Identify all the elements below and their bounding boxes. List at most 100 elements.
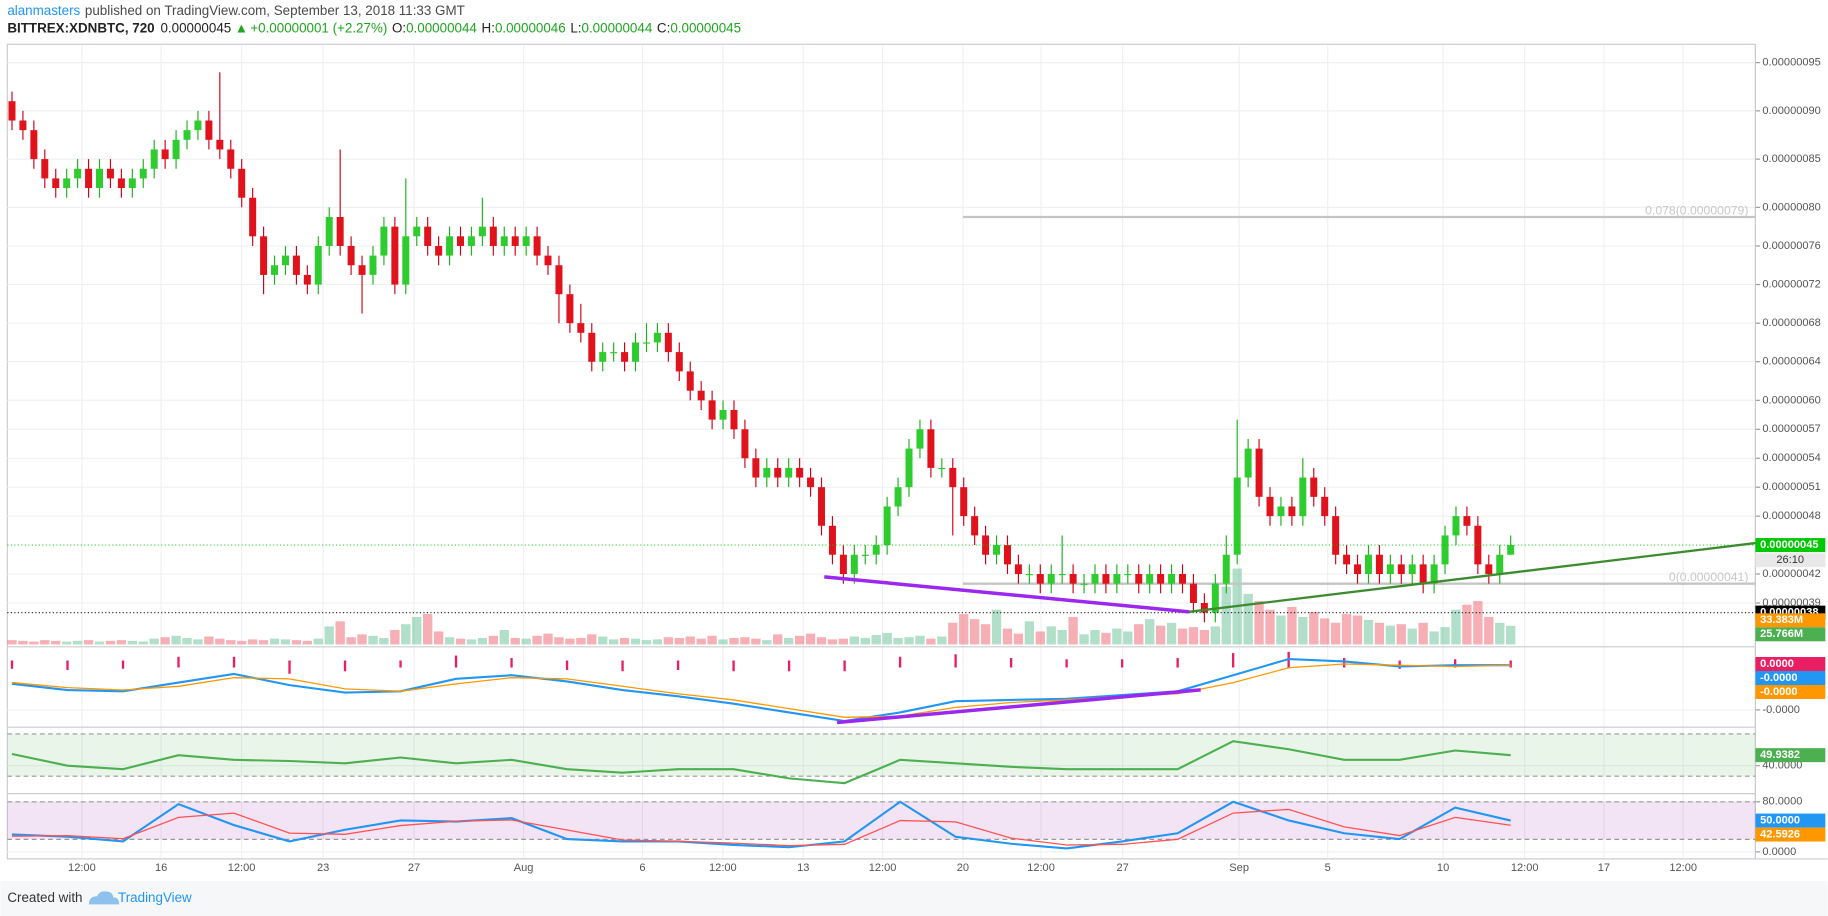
volume-bar bbox=[926, 638, 936, 645]
candle-body bbox=[1003, 545, 1011, 565]
footer-brand[interactable]: TradingView bbox=[118, 890, 192, 905]
histogram-bar bbox=[954, 654, 957, 668]
candle-body bbox=[632, 342, 640, 362]
candle-body bbox=[621, 352, 629, 362]
indicator-line bbox=[11, 657, 1511, 723]
candle-body bbox=[588, 332, 596, 362]
volume-bar bbox=[674, 637, 684, 645]
level-label: 0.078(0.00000079) bbox=[1645, 203, 1748, 217]
volume-bar bbox=[1002, 628, 1013, 645]
volume-bar bbox=[882, 632, 892, 645]
candle-body bbox=[1474, 525, 1482, 565]
y-tick-label: 0.00000064 bbox=[1762, 356, 1820, 368]
x-tick-label: 12:00 bbox=[1027, 862, 1055, 874]
volume-bar bbox=[193, 639, 203, 645]
candle-body bbox=[183, 130, 191, 140]
candle-body bbox=[402, 236, 410, 285]
volume-bar bbox=[1013, 633, 1024, 645]
candle-body bbox=[697, 390, 705, 401]
high-value: 0.00000046 bbox=[495, 21, 566, 36]
candle-body bbox=[1047, 574, 1055, 584]
x-tick-label: 6 bbox=[639, 862, 645, 874]
countdown: 26:10 bbox=[1776, 554, 1804, 566]
volume-bar bbox=[1298, 616, 1308, 645]
candle-body bbox=[1255, 448, 1263, 497]
candle-body bbox=[413, 226, 421, 237]
volume-bar bbox=[1068, 616, 1078, 645]
volume-bar bbox=[291, 640, 302, 645]
volume-bar bbox=[805, 633, 816, 645]
volume-bar bbox=[1374, 622, 1385, 645]
candle-body bbox=[1091, 574, 1099, 584]
arrow: ▲ bbox=[235, 21, 248, 36]
candle-body bbox=[719, 409, 727, 420]
volume-bar bbox=[324, 626, 334, 645]
candle-body bbox=[818, 487, 825, 526]
volume-bar bbox=[138, 641, 148, 645]
y-tick-label: 0.00000051 bbox=[1762, 481, 1820, 493]
trendline bbox=[836, 688, 1201, 725]
x-tick-label: 12:00 bbox=[228, 862, 256, 874]
candle-body bbox=[555, 265, 563, 295]
candle-body bbox=[599, 352, 607, 362]
volume-bar bbox=[1123, 631, 1133, 645]
candle-body bbox=[960, 487, 968, 517]
x-tick-label: 13 bbox=[797, 862, 809, 874]
x-tick-label: 12:00 bbox=[709, 862, 737, 874]
volume-bar bbox=[1363, 619, 1374, 645]
volume-bar bbox=[969, 619, 980, 645]
candle-body bbox=[1036, 574, 1044, 584]
price-marker bbox=[1755, 627, 1826, 642]
candle-body bbox=[1397, 564, 1405, 575]
price-marker bbox=[1755, 748, 1826, 763]
volume-bar bbox=[871, 635, 881, 645]
candle-body bbox=[172, 139, 180, 160]
y-tick-label: 0.00000060 bbox=[1762, 394, 1820, 406]
candle-body bbox=[1332, 516, 1340, 555]
candle-body bbox=[1441, 535, 1449, 565]
volume-bar bbox=[718, 639, 728, 645]
x-tick-label: 12:00 bbox=[869, 862, 897, 874]
candle-body bbox=[227, 149, 235, 169]
candle-body bbox=[511, 236, 519, 246]
x-tick-label: 20 bbox=[957, 862, 969, 874]
candle-body bbox=[117, 178, 125, 189]
candle-body bbox=[85, 168, 93, 189]
candle-body bbox=[63, 178, 71, 189]
candle-body bbox=[1157, 574, 1165, 584]
candle-body bbox=[566, 294, 574, 324]
volume-bar bbox=[269, 638, 280, 645]
volume-bar bbox=[1440, 627, 1450, 645]
volume-bar bbox=[368, 635, 378, 645]
volume-bar bbox=[816, 637, 827, 645]
last-price: 0.00000045 bbox=[160, 21, 231, 36]
volume-bar bbox=[1429, 631, 1439, 645]
candle-body bbox=[1386, 564, 1394, 575]
trendline bbox=[824, 575, 1190, 614]
volume-bar bbox=[313, 638, 323, 645]
histogram-bar bbox=[621, 660, 624, 672]
candle-body bbox=[883, 506, 891, 546]
volume-bar bbox=[794, 635, 805, 645]
volume-bar bbox=[433, 631, 444, 645]
histogram-bar bbox=[1454, 659, 1457, 668]
candle-body bbox=[577, 323, 585, 333]
price-marker bbox=[1755, 813, 1826, 828]
volume-bar bbox=[707, 635, 717, 645]
x-tick-label: 10 bbox=[1437, 862, 1449, 874]
candle-body bbox=[839, 554, 847, 575]
candle-body bbox=[1463, 516, 1471, 526]
logo[interactable] bbox=[88, 891, 120, 905]
volume-bar bbox=[532, 635, 542, 645]
volume-bar bbox=[630, 638, 641, 645]
volume-bar bbox=[1276, 615, 1286, 645]
volume-bar bbox=[685, 636, 695, 645]
volume-bar bbox=[652, 639, 663, 645]
volume-bar bbox=[740, 637, 750, 645]
volume-bar bbox=[1134, 624, 1144, 645]
author[interactable]: alanmasters bbox=[7, 3, 80, 18]
y-tick-label: 0.0000 bbox=[1762, 846, 1796, 858]
x-tick-label: 12:00 bbox=[68, 862, 96, 874]
volume-bar bbox=[1210, 626, 1220, 645]
volume-bar bbox=[72, 640, 83, 645]
